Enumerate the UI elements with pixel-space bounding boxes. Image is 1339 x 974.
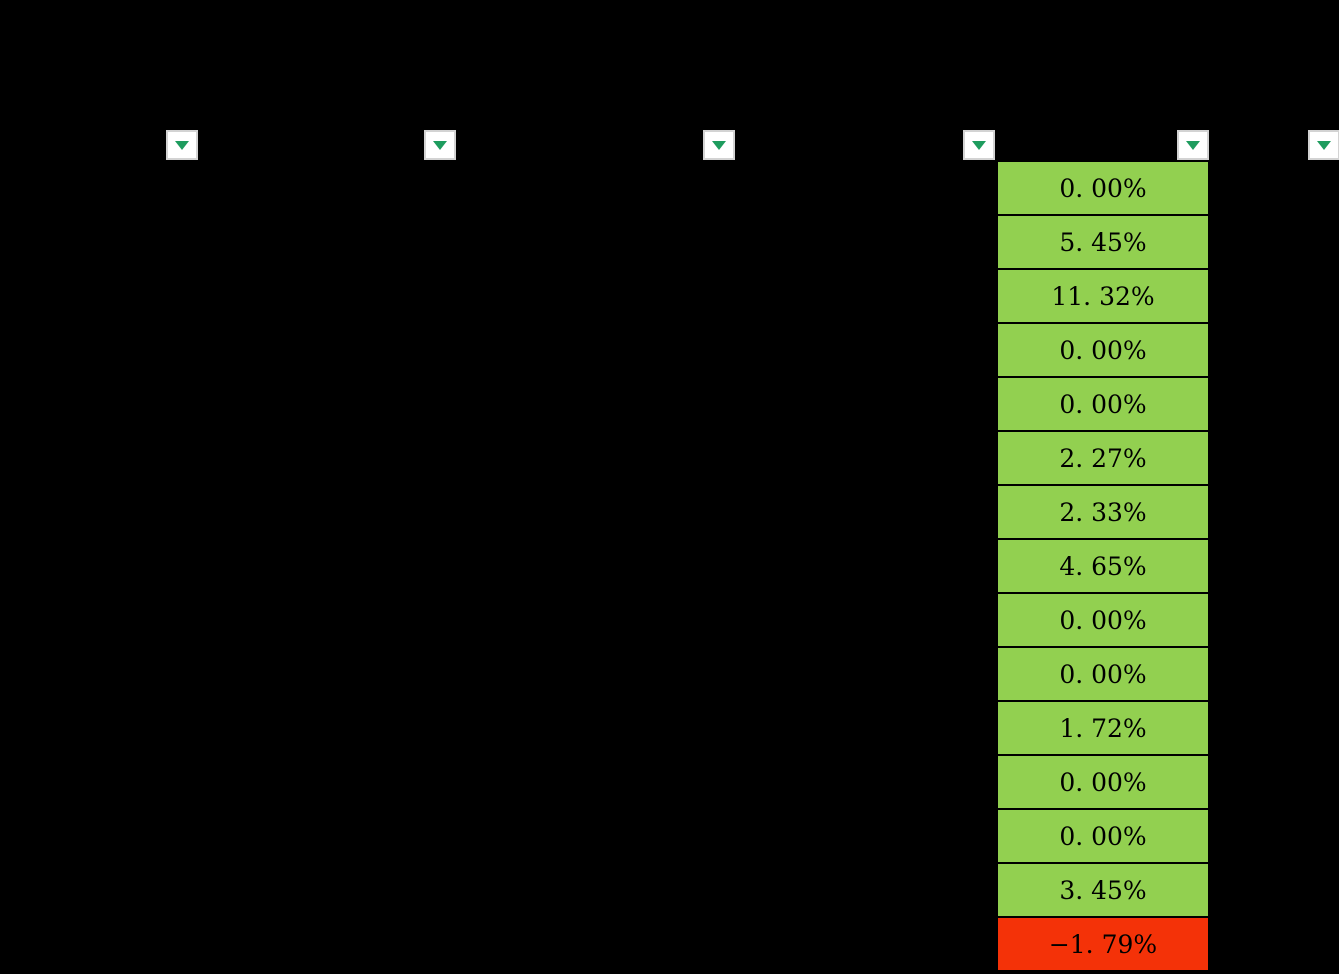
percent-cell[interactable]: 5. 45% xyxy=(998,216,1208,270)
percent-cell[interactable]: 1. 72% xyxy=(998,702,1208,756)
filter-dropdown-button-col5[interactable] xyxy=(1177,130,1209,160)
percent-cell[interactable]: 0. 00% xyxy=(998,162,1208,216)
filter-dropdown-button-col2[interactable] xyxy=(424,130,456,160)
percent-cell[interactable]: 0. 00% xyxy=(998,756,1208,810)
percent-cell[interactable]: 0. 00% xyxy=(998,378,1208,432)
percent-cell[interactable]: 0. 00% xyxy=(998,810,1208,864)
percent-cell[interactable]: −1. 79% xyxy=(998,918,1208,972)
filter-dropdown-button-col3[interactable] xyxy=(703,130,735,160)
filter-dropdown-button-col4[interactable] xyxy=(963,130,995,160)
percent-cell[interactable]: 0. 00% xyxy=(998,594,1208,648)
filter-dropdown-button-col1[interactable] xyxy=(166,130,198,160)
percent-column: 0. 00% 5. 45% 11. 32% 0. 00% 0. 00% 2. 27% 2. … xyxy=(998,162,1208,972)
percent-cell[interactable]: 3. 45% xyxy=(998,864,1208,918)
percent-cell[interactable]: 2. 33% xyxy=(998,486,1208,540)
percent-cell[interactable]: 4. 65% xyxy=(998,540,1208,594)
percent-cell[interactable]: 11. 32% xyxy=(998,270,1208,324)
dropdown-triangle-icon xyxy=(712,140,726,150)
percent-cell[interactable]: 2. 27% xyxy=(998,432,1208,486)
dropdown-triangle-icon xyxy=(433,140,447,150)
dropdown-triangle-icon xyxy=(1186,140,1200,150)
dropdown-triangle-icon xyxy=(1317,140,1331,150)
dropdown-triangle-icon xyxy=(972,140,986,150)
percent-cell[interactable]: 0. 00% xyxy=(998,648,1208,702)
filter-dropdown-button-col6[interactable] xyxy=(1308,130,1339,160)
percent-cell[interactable]: 0. 00% xyxy=(998,324,1208,378)
dropdown-triangle-icon xyxy=(175,140,189,150)
